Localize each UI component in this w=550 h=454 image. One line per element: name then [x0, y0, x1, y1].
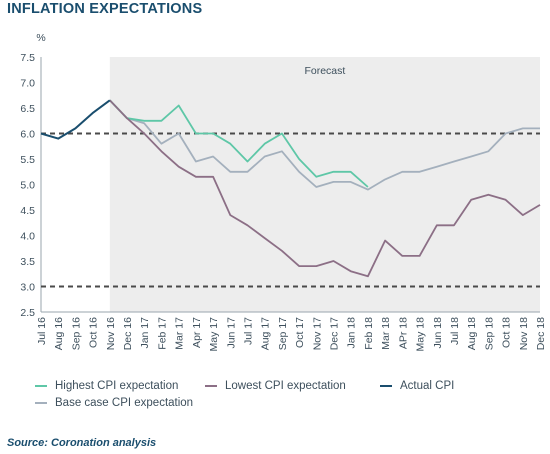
x-tick-label: Jul 18: [449, 317, 461, 345]
x-tick-label: Nov 16: [105, 317, 117, 350]
x-tick-label: Jul 17: [242, 317, 254, 345]
forecast-label: Forecast: [304, 65, 345, 77]
x-tick-label: Aug 16: [53, 317, 65, 350]
x-tick-label: Feb 17: [156, 317, 168, 350]
y-axis-label: %: [36, 32, 45, 44]
x-tick-label: May 17: [208, 317, 220, 352]
series-line-highest-cpi-expectation: [109, 99, 369, 188]
legend-item-base: Base case CPI expectation: [35, 397, 193, 409]
x-tick-label: Sep 18: [483, 317, 495, 350]
x-tick-label: Sep 17: [277, 317, 289, 350]
y-tick-label: 3.5: [20, 256, 35, 268]
x-tick-label: Mar 18: [380, 317, 392, 350]
x-tick-label: Oct 18: [501, 317, 513, 348]
series-line-actual-cpi: [40, 99, 111, 140]
series-line-lowest-cpi-expectation: [109, 99, 541, 278]
legend-label-highest: Highest CPI expectation: [55, 380, 179, 392]
legend-label-actual: Actual CPI: [400, 380, 455, 392]
plot-area: Forecast% 2.5 3.0 3.5 4.0 4.5 5.0 5.5 6.0 6.5 7.0 7…: [20, 32, 547, 351]
x-tick-label: APr 18: [397, 317, 409, 349]
x-tick-label: Oct 17: [294, 317, 306, 348]
x-tick-label: Jan 17: [139, 317, 151, 349]
legend-swatch-base: [35, 402, 47, 404]
x-tick-label: Dec 17: [329, 317, 341, 350]
x-tick-label: Dec 18: [535, 317, 547, 350]
x-tick-label: Jan 18: [346, 317, 358, 349]
x-tick-label: Jul 16: [36, 317, 48, 345]
x-tick-label: Nov 17: [311, 317, 323, 350]
legend-swatch-lowest: [205, 385, 217, 387]
y-tick-label: 6.0: [20, 129, 35, 141]
y-tick-label: 5.5: [20, 154, 35, 166]
inflation-chart: Forecast% 2.5 3.0 3.5 4.0 4.5 5.0 5.5 6.0 6.5 7.0 7…: [20, 32, 547, 351]
series-line-base-case-cpi-expectation: [109, 99, 540, 191]
x-tick-label: Aug 18: [466, 317, 478, 350]
x-tick-label: Jun 18: [432, 317, 444, 349]
legend-swatch-actual: [380, 385, 392, 387]
x-tick-label: Apr 17: [191, 317, 203, 348]
x-tick-label: Oct 16: [88, 317, 100, 348]
legend-label-base: Base case CPI expectation: [55, 397, 194, 409]
x-tick-label: Dec 16: [122, 317, 134, 350]
x-tick-label: Sep 16: [70, 317, 82, 350]
chart-title: INFLATION EXPECTATIONS: [7, 1, 203, 17]
legend-swatch-highest: [35, 385, 47, 387]
legend-label-lowest: Lowest CPI expectation: [225, 380, 346, 392]
legend-item-lowest: Lowest CPI expectation: [205, 380, 346, 392]
y-tick-label: 4.5: [20, 205, 35, 217]
y-tick-label: 5.0: [20, 180, 35, 192]
x-tick-label: May 18: [415, 317, 427, 352]
y-tick-label: 6.5: [20, 103, 35, 115]
y-tick-label: 3.0: [20, 282, 35, 294]
source-note: Source: Coronation analysis: [7, 437, 157, 449]
legend-item-actual: Actual CPI: [380, 380, 454, 392]
x-tick-label: Feb 18: [363, 317, 375, 350]
y-tick-label: 7.5: [20, 52, 35, 64]
x-tick-label: Jun 17: [225, 317, 237, 349]
y-tick-label: 2.5: [20, 307, 35, 319]
y-tick-label: 7.0: [20, 78, 35, 90]
x-tick-label: Mar 17: [174, 317, 186, 350]
y-tick-label: 4.0: [20, 231, 35, 243]
x-tick-label: Nov 18: [518, 317, 530, 350]
x-tick-label: Aug 17: [260, 317, 272, 350]
legend-item-highest: Highest CPI expectation: [35, 380, 178, 392]
